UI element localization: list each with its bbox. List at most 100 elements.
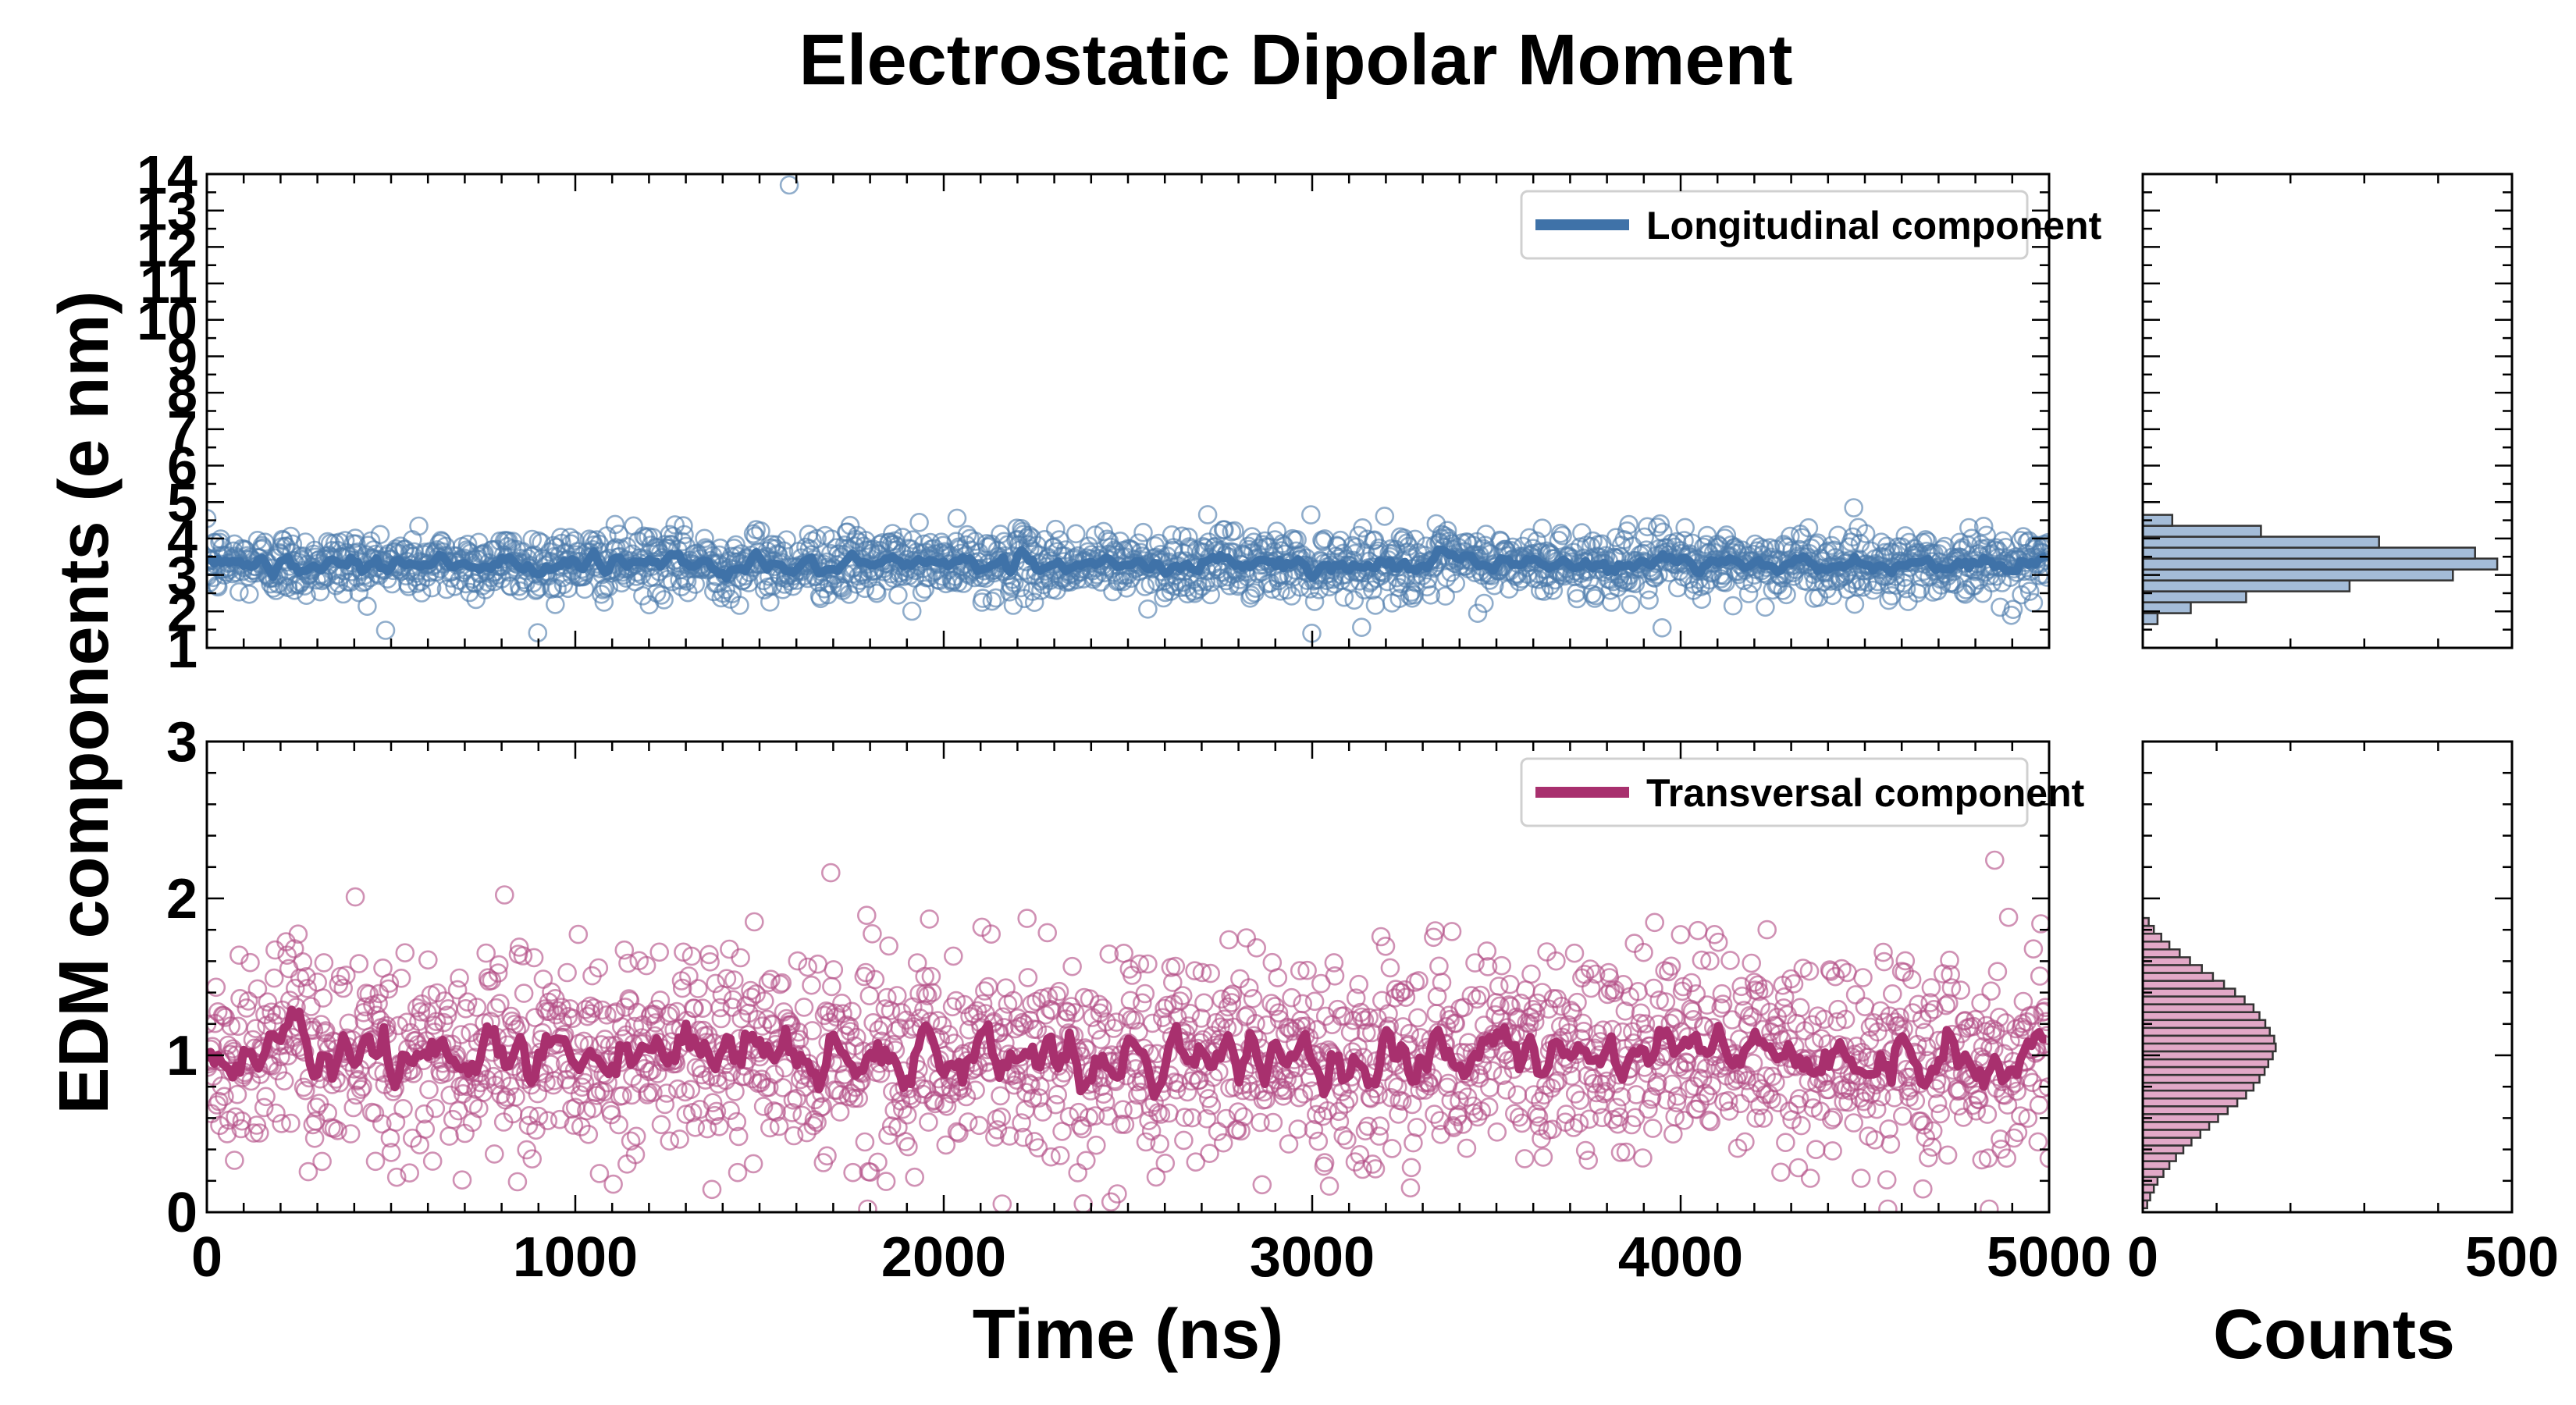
- bot-data-point: [1180, 1004, 1200, 1023]
- bot-data-point: [722, 998, 742, 1017]
- bot-data-point: [1521, 964, 1541, 984]
- top-y-tick-label: 14: [137, 144, 197, 205]
- bot-data-point: [1008, 1008, 1028, 1028]
- bot-data-point: [1091, 1030, 1111, 1049]
- bot-y-tick-label: 2: [166, 868, 197, 930]
- longitudinal-histogram-panel: [2141, 173, 2514, 649]
- bot-data-point: [1656, 992, 1676, 1012]
- bot-data-point: [821, 863, 841, 883]
- bot-data-point: [1526, 1003, 1546, 1023]
- bot-data-point: [1580, 959, 1600, 979]
- bot-data-point: [888, 986, 907, 1005]
- bot-data-point: [1080, 989, 1100, 1008]
- bot-data-point: [1318, 1101, 1337, 1121]
- bot-data-point: [2023, 939, 2044, 959]
- bot-data-point: [1095, 1092, 1115, 1112]
- top-hist-bar: [2141, 535, 2380, 549]
- bot-data-point: [1050, 1146, 1070, 1165]
- bot-data-point: [1257, 1015, 1276, 1035]
- bot-data-point: [237, 998, 257, 1018]
- bot-data-point: [1635, 1014, 1656, 1033]
- bot-data-point: [1222, 984, 1243, 1004]
- top-data-point: [2003, 599, 2023, 620]
- bot-data-point: [1014, 1015, 1034, 1034]
- bot-data-point: [833, 1004, 852, 1023]
- bot-data-point: [998, 994, 1018, 1014]
- bot-data-point: [513, 946, 533, 966]
- bot-data-point: [1662, 1074, 1682, 1094]
- bot-data-point: [1022, 994, 1041, 1014]
- bot-data-point: [1099, 944, 1119, 964]
- bot-data-point: [450, 968, 469, 988]
- bot-data-point: [1727, 1138, 1748, 1158]
- top-data-point: [2019, 582, 2040, 601]
- bot-hist-bar: [2141, 980, 2226, 990]
- bot-data-point: [1927, 1094, 1948, 1114]
- bot-data-point: [2001, 1031, 2020, 1051]
- bot-data-point: [886, 1021, 906, 1040]
- bot-data-point: [1771, 1162, 1791, 1183]
- top-data-point: [1638, 580, 1658, 600]
- bot-data-point: [1722, 1010, 1742, 1030]
- bot-data-point: [1624, 934, 1644, 953]
- top-data-point: [358, 596, 377, 617]
- bot-data-point: [1873, 942, 1893, 962]
- top-data-point: [1344, 590, 1364, 610]
- bot-data-point: [1528, 1107, 1549, 1127]
- bot-data-point: [2018, 1108, 2038, 1128]
- bot-data-point: [1616, 1142, 1636, 1162]
- bot-data-point: [1940, 950, 1959, 970]
- bot-data-point: [1222, 993, 1242, 1012]
- bot-data-point: [1859, 1126, 1878, 1146]
- bot-data-point: [1213, 1133, 1233, 1153]
- bot-data-point: [613, 1086, 632, 1105]
- bot-data-point: [1643, 1119, 1663, 1138]
- top-data-point: [1392, 530, 1412, 550]
- bot-data-point: [656, 1083, 677, 1103]
- top-data-point: [1446, 574, 1465, 593]
- bot-data-point: [213, 1006, 233, 1026]
- bot-data-point: [937, 1097, 957, 1116]
- top-data-point: [1201, 585, 1220, 605]
- bot-data-point: [1570, 1090, 1590, 1110]
- bot-data-point: [324, 1119, 344, 1139]
- bot-data-point: [244, 1123, 264, 1143]
- bot-data-point: [1871, 1087, 1891, 1107]
- bot-data-point: [528, 1106, 549, 1126]
- bot-data-point: [560, 999, 580, 1019]
- bot-data-point: [1028, 1138, 1048, 1158]
- bot-data-point: [670, 1129, 689, 1149]
- bot-data-point: [1997, 1148, 2016, 1168]
- bot-data-point: [400, 1163, 420, 1183]
- bot-data-point: [312, 1151, 332, 1172]
- top-data-point: [672, 532, 692, 552]
- bot-data-point: [303, 1115, 323, 1135]
- bot-data-point: [1838, 1092, 1858, 1112]
- bot-data-point: [1268, 1003, 1289, 1023]
- bot-hist-bar: [2141, 1183, 2155, 1194]
- bot-hist-bar: [2141, 987, 2236, 998]
- bot-data-point: [1524, 1085, 1544, 1104]
- top-y-tick-label: 7: [167, 400, 197, 461]
- bot-data-point: [1182, 1108, 1202, 1128]
- bot-data-point: [1093, 998, 1112, 1018]
- bot-data-point: [1674, 1111, 1694, 1130]
- bot-hist-bar: [2141, 1160, 2171, 1170]
- bot-data-point: [609, 1115, 629, 1135]
- bot-data-point: [992, 1194, 1012, 1212]
- top-data-point: [1024, 592, 1044, 613]
- bot-data-point: [685, 998, 704, 1019]
- bot-data-point: [742, 987, 762, 1007]
- bot-data-point: [1348, 1037, 1368, 1057]
- bot-data-point: [1073, 1119, 1092, 1139]
- bot-data-point: [1720, 951, 1740, 970]
- bot-data-point: [1346, 988, 1366, 1008]
- bot-data-point: [285, 978, 305, 998]
- top-y-tick-label: 3: [167, 546, 197, 606]
- bot-data-point: [2037, 1012, 2049, 1032]
- bot-hist-bar: [2141, 972, 2215, 982]
- bot-data-point: [1936, 995, 1956, 1016]
- bot-data-point: [1407, 1118, 1427, 1137]
- bot-data-point: [1877, 1170, 1897, 1190]
- bot-data-point: [1939, 994, 1959, 1013]
